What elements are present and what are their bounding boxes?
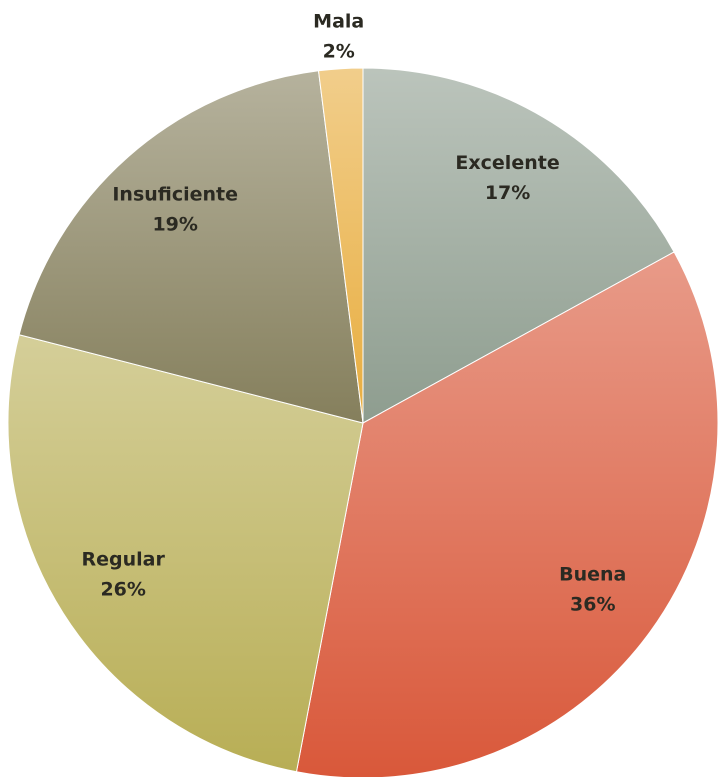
slice-value-label: 2% xyxy=(323,40,355,62)
slice-value-label: 17% xyxy=(485,182,530,204)
slice-label: Excelente xyxy=(455,152,559,174)
slice-value-label: 19% xyxy=(152,213,197,235)
slice-value-label: 26% xyxy=(100,579,145,601)
slice-label: Buena xyxy=(559,563,626,585)
slice-label: Mala xyxy=(313,10,364,32)
slice-value-label: 36% xyxy=(570,593,615,615)
slice-label: Insuficiente xyxy=(112,183,238,205)
slice-label: Regular xyxy=(82,549,166,571)
